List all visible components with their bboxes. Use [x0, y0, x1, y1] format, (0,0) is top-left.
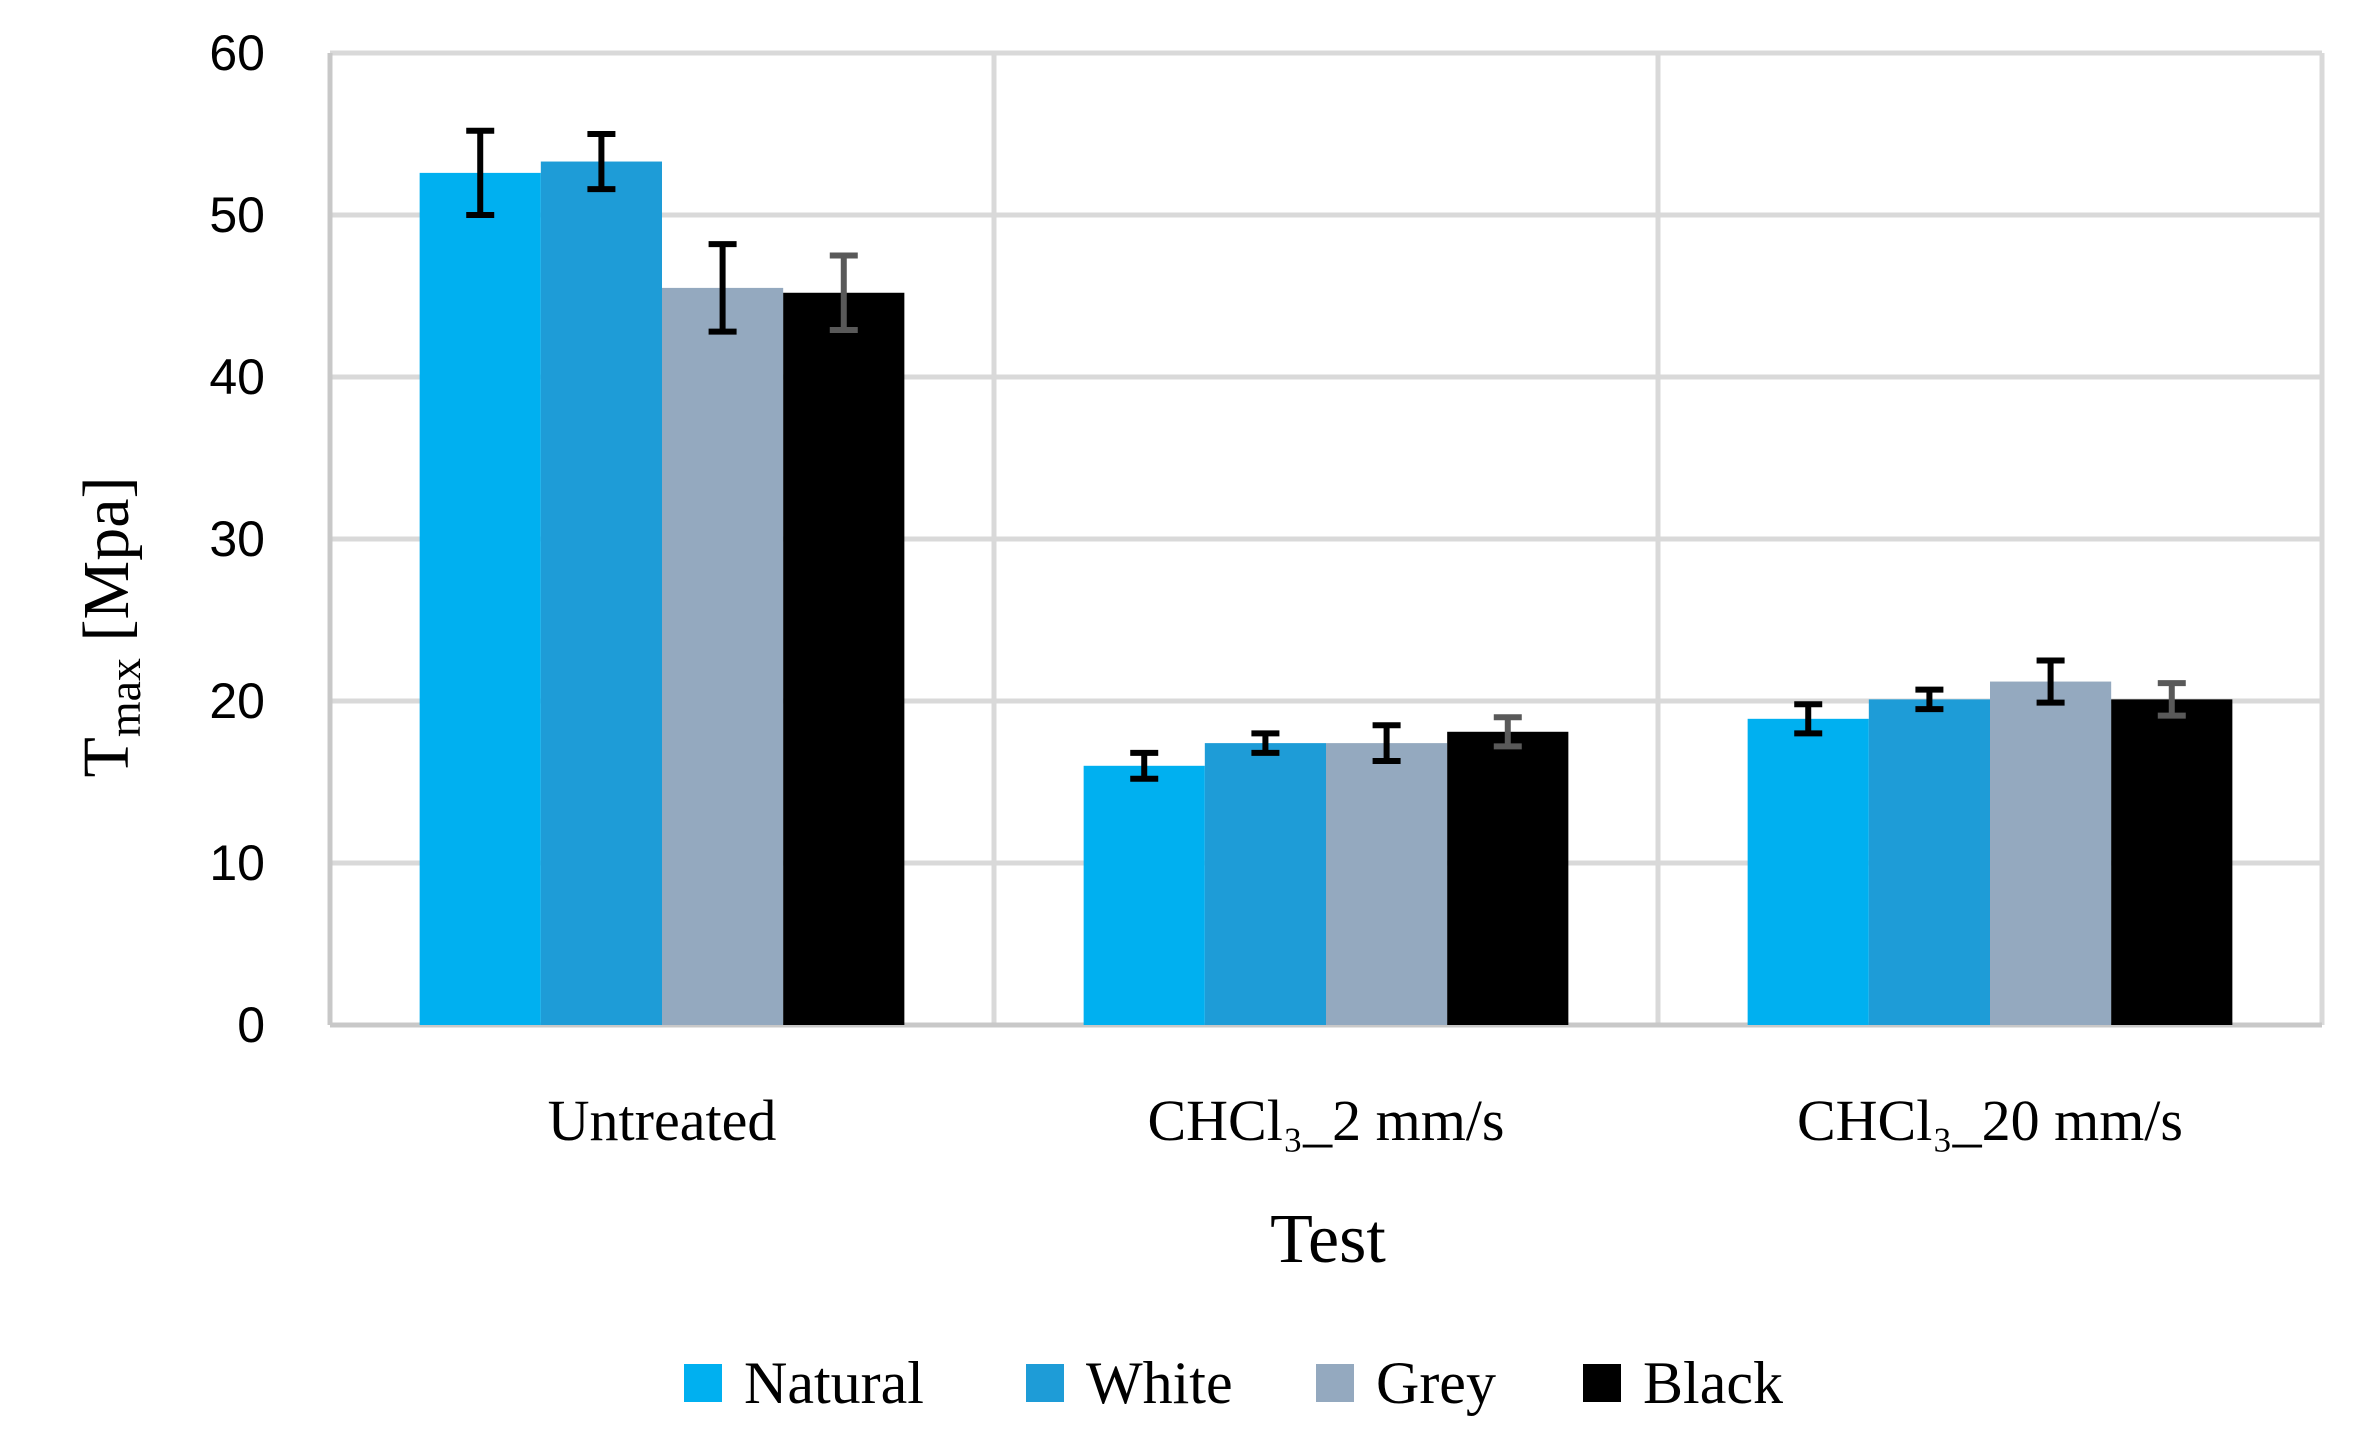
bar-grey [662, 287, 784, 1025]
y-axis-label-sub: max [99, 658, 150, 737]
legend-item-grey: Grey [1316, 1350, 1496, 1416]
bar-natural [1747, 718, 1869, 1025]
y-tick-label: 50 [209, 187, 265, 243]
bar-grey [1326, 743, 1448, 1025]
y-tick-label: 10 [209, 835, 265, 891]
y-tick-label: 60 [209, 25, 265, 81]
legend-label: Grey [1376, 1350, 1496, 1416]
error-bar [1372, 722, 1401, 764]
error-bar [2036, 657, 2065, 706]
error-bar [708, 241, 737, 335]
error-bar [1493, 714, 1522, 750]
y-axis-label: Tmax [Mpa] [70, 477, 150, 778]
error-bar [1915, 686, 1944, 713]
error-bar [2157, 680, 2186, 719]
error-bar [587, 131, 616, 193]
bar-white [540, 161, 662, 1026]
bar-white [1868, 699, 1990, 1025]
y-tick-label: 20 [209, 673, 265, 729]
x-tick-labels: Untreated CHCl₃_2 mm/s CHCl₃_20 mm/s [548, 1088, 2183, 1153]
legend-label: White [1086, 1350, 1233, 1416]
legend-item-black: Black [1583, 1350, 1783, 1416]
error-bar [1130, 749, 1159, 782]
legend-item-natural: Natural [684, 1350, 924, 1416]
error-bar [466, 127, 495, 218]
y-tick-labels: 0 10 20 30 40 50 60 [209, 25, 265, 1053]
bar-black [1447, 731, 1569, 1025]
bar-natural [419, 172, 541, 1025]
bar-black [2111, 699, 2233, 1025]
x-tick-label: Untreated [548, 1088, 777, 1153]
bar-grey [1990, 681, 2112, 1025]
x-tick-label: CHCl₃_20 mm/s [1797, 1088, 2183, 1153]
legend-swatch [1026, 1364, 1064, 1402]
legend-swatch [1583, 1364, 1621, 1402]
error-bar [1251, 730, 1280, 756]
y-axis-label-rest: [Mpa] [70, 477, 143, 658]
legend-item-white: White [1026, 1350, 1233, 1416]
legend-label: Black [1643, 1350, 1783, 1416]
y-tick-label: 30 [209, 511, 265, 567]
bars [419, 127, 2233, 1026]
legend-label: Natural [744, 1350, 924, 1416]
legend-swatch [1316, 1364, 1354, 1402]
y-axis-label-main: T [70, 737, 143, 777]
legend-swatch [684, 1364, 722, 1402]
bar-natural [1083, 765, 1205, 1025]
y-tick-label: 0 [237, 997, 265, 1053]
y-tick-label: 40 [209, 349, 265, 405]
error-bar [829, 252, 858, 334]
x-tick-label: CHCl₃_2 mm/s [1147, 1088, 1504, 1153]
error-bar [1794, 701, 1823, 737]
bar-black [783, 292, 905, 1025]
legend: Natural White Grey Black [684, 1350, 1783, 1416]
x-axis-label: Test [1270, 1201, 1386, 1278]
bar-white [1204, 743, 1326, 1025]
